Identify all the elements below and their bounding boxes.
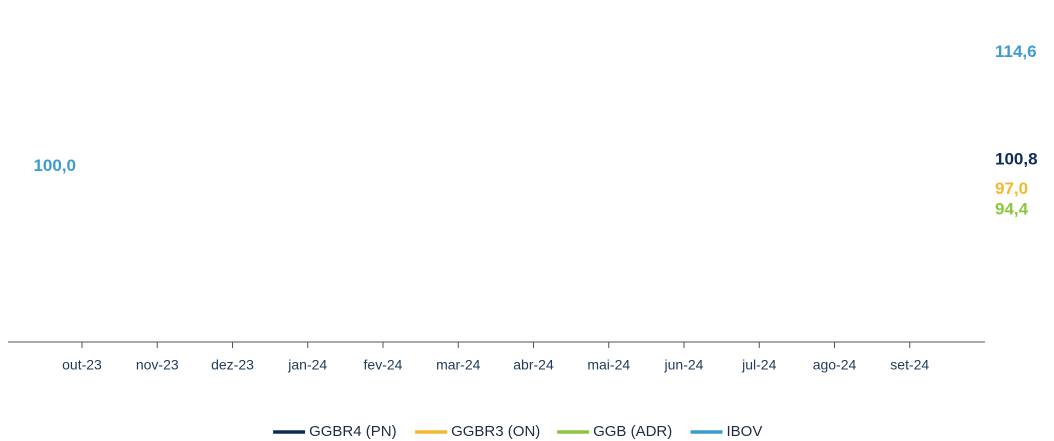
value-label: 97,0 xyxy=(995,179,1028,198)
x-tick-label: mar-24 xyxy=(436,357,481,373)
x-tick-label: fev-24 xyxy=(364,357,403,373)
x-tick-label: out-23 xyxy=(62,357,102,373)
value-label: 100,0 xyxy=(33,156,76,175)
x-tick-label: jun-24 xyxy=(664,357,704,373)
x-tick-label: abr-24 xyxy=(513,357,554,373)
legend-label: GGBR3 (ON) xyxy=(451,423,540,440)
x-tick-label: jan-24 xyxy=(287,357,327,373)
value-label: 100,8 xyxy=(995,150,1038,169)
x-tick-label: ago-24 xyxy=(813,357,857,373)
legend-label: GGB (ADR) xyxy=(593,423,672,440)
x-tick-label: jul-24 xyxy=(741,357,776,373)
x-tick-label: mai-24 xyxy=(587,357,630,373)
value-label: 94,4 xyxy=(995,200,1029,219)
x-tick-label: dez-23 xyxy=(211,357,254,373)
x-tick-label: set-24 xyxy=(890,357,929,373)
value-label: 114,6 xyxy=(995,42,1037,61)
legend-label: IBOV xyxy=(727,423,763,440)
x-tick-label: nov-23 xyxy=(136,357,179,373)
legend-label: GGBR4 (PN) xyxy=(309,423,397,440)
